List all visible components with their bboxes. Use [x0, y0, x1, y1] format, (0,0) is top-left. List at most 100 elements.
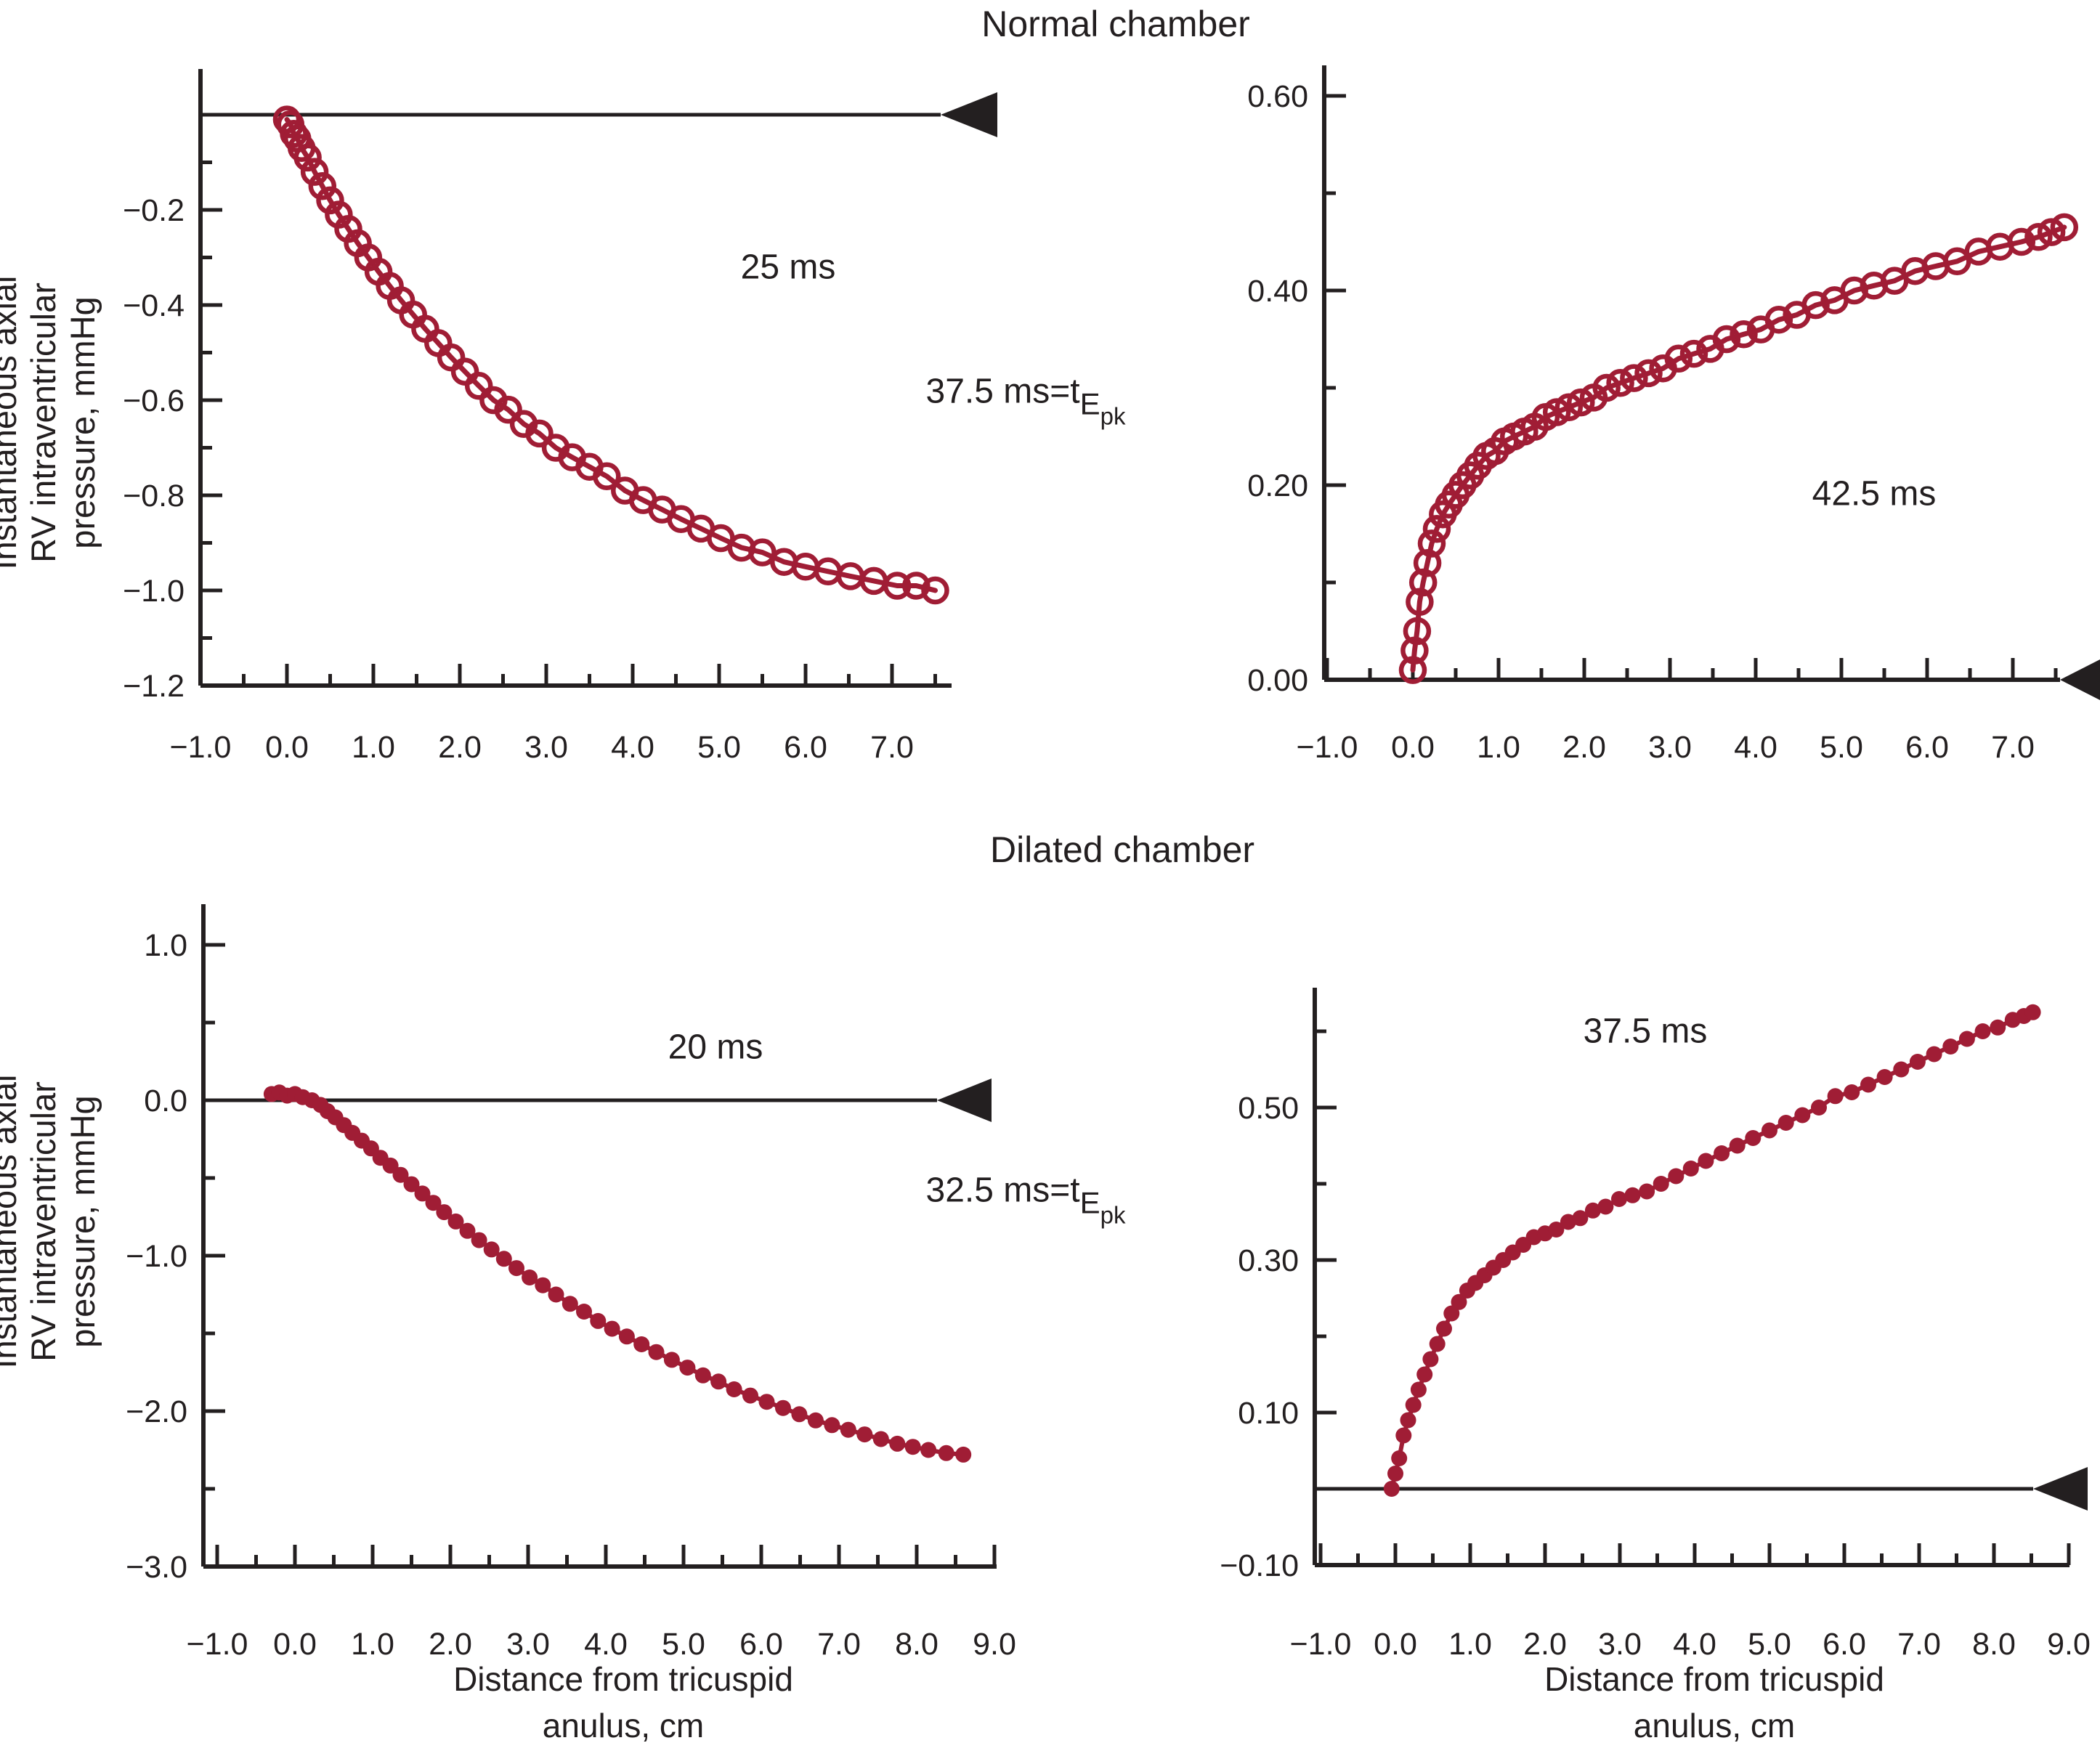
data-point-open-circle	[1398, 656, 1427, 684]
x-tick-label: 3.0	[1648, 730, 1692, 765]
data-point-filled-circle	[1611, 1191, 1627, 1207]
data-point-filled-circle	[1443, 1305, 1460, 1322]
equation-sub-pk: pk	[1100, 402, 1126, 430]
data-point-open-circle	[525, 419, 554, 448]
x-tick-label: 1.0	[1477, 730, 1520, 765]
left-arrow-icon	[2060, 659, 2100, 700]
data-point-filled-circle	[403, 1176, 420, 1193]
y-tick-label: 0.0	[144, 1084, 187, 1118]
data-point-open-circle	[494, 395, 522, 424]
data-point-filled-circle	[459, 1222, 476, 1239]
y-tick-label: 0.20	[1247, 468, 1308, 503]
data-point-filled-circle	[904, 1439, 921, 1455]
data-point-open-circle	[1413, 548, 1442, 577]
data-point-open-circle	[1606, 369, 1634, 397]
data-point-filled-circle	[425, 1195, 442, 1211]
data-point-open-circle	[1567, 388, 1595, 417]
x-tick-label: 0.0	[1391, 730, 1435, 765]
y-tick-label: −0.2	[123, 193, 185, 228]
data-point-filled-circle	[1860, 1076, 1876, 1093]
data-point-filled-circle	[807, 1412, 824, 1429]
x-axis-caption-right: Distance from tricuspid anulus, cm	[1544, 1656, 1884, 1743]
y-tick-label: −1.0	[126, 1239, 187, 1274]
data-point-open-circle	[1417, 529, 1446, 558]
data-point-open-circle	[437, 343, 466, 372]
y-tick-label: −1.2	[123, 669, 185, 704]
data-point-filled-circle	[447, 1213, 464, 1230]
data-point-filled-circle	[1572, 1210, 1589, 1227]
data-point-filled-circle	[548, 1286, 564, 1303]
x-tick-label: 6.0	[739, 1627, 783, 1662]
x-tick-label: 8.0	[895, 1627, 938, 1662]
panel-bottom-left: −1.0 0.0 1.0 2.0 3.0 4.0 5.0 6.0 7.0 8.0 9.0 1.0 0.0…	[126, 904, 1016, 1662]
data-point-filled-circle	[633, 1336, 650, 1352]
y-tick-label: 0.10	[1238, 1396, 1299, 1431]
data-point-filled-circle	[392, 1166, 409, 1183]
data-point-filled-circle	[1682, 1161, 1699, 1177]
data-point-filled-circle	[1942, 1039, 1959, 1055]
data-point-filled-circle	[1584, 1202, 1601, 1219]
data-point-filled-circle	[889, 1435, 906, 1452]
data-point-open-circle	[1712, 325, 1741, 354]
x-axis-caption-line2: anulus, cm	[542, 1707, 705, 1743]
panel-top-right: −1.0 0.0 1.0 2.0 3.0 4.0 5.0 6.0 7.0 0.60 0.40 0.20…	[1247, 65, 2100, 765]
data-point-filled-circle	[775, 1399, 791, 1416]
annotation-20ms: 20 ms	[668, 1028, 763, 1067]
x-tick-label: 2.0	[1562, 730, 1606, 765]
x-tick-label: 0.0	[265, 730, 309, 765]
data-point-filled-circle	[1777, 1115, 1794, 1131]
annotation-37-5ms: 37.5 ms	[1583, 1012, 1708, 1051]
data-point-open-circle	[883, 572, 912, 600]
data-point-open-circle	[308, 172, 337, 200]
data-point-filled-circle	[576, 1304, 592, 1320]
left-arrow-icon	[2033, 1467, 2088, 1511]
y-axis-label-top: Instantaneous axial RV intraventricular …	[0, 168, 102, 677]
data-point-filled-circle	[840, 1421, 856, 1438]
data-point-open-circle	[450, 357, 479, 386]
data-point-open-circle	[1406, 588, 1434, 617]
equation-sub-pk: pk	[1100, 1201, 1126, 1229]
y-axis-label-line1: Instantaneous axial	[0, 1074, 23, 1369]
x-tick-label: 7.0	[1897, 1627, 1941, 1662]
panel-top-left: −1.0 0.0 1.0 2.0 3.0 4.0 5.0 6.0 7.0 −0.2 −0.4 −0.6…	[123, 69, 997, 765]
data-point-filled-circle	[1391, 1450, 1408, 1466]
data-point-filled-circle	[694, 1367, 711, 1384]
data-point-filled-circle	[1405, 1397, 1422, 1413]
data-point-filled-circle	[535, 1277, 551, 1293]
x-tick-label: 4.0	[611, 730, 654, 765]
x-tick-label: 5.0	[1820, 730, 1863, 765]
x-tick-label: 9.0	[973, 1627, 1016, 1662]
data-point-filled-circle	[1958, 1031, 1975, 1047]
data-point-open-circle	[1679, 339, 1708, 368]
y-tick-label: −0.8	[123, 479, 185, 513]
equation-prefix: 32.5 ms=t	[925, 1171, 1080, 1210]
data-point-filled-circle	[483, 1241, 500, 1258]
data-point-filled-circle	[1974, 1023, 1991, 1039]
group-title-normal-chamber: Normal chamber	[981, 4, 1250, 44]
data-point-filled-circle	[1400, 1412, 1416, 1429]
equation-sub-e: E	[1079, 1185, 1100, 1220]
x-axis-caption-line2: anulus, cm	[1633, 1707, 1796, 1743]
x-axis-caption-left: Distance from tricuspid anulus, cm	[453, 1656, 793, 1743]
x-tick-label: −1.0	[170, 730, 232, 765]
data-point-filled-circle	[1451, 1293, 1467, 1310]
x-tick-label: 8.0	[1972, 1627, 2016, 1662]
data-point-filled-circle	[1811, 1100, 1827, 1116]
annotation-42-5ms: 42.5 ms	[1812, 474, 1937, 513]
data-point-open-circle	[1764, 305, 1793, 334]
y-axis-label-line2: RV intraventricular	[24, 283, 62, 563]
x-tick-label: 1.0	[1448, 1627, 1492, 1662]
data-point-filled-circle	[1698, 1153, 1714, 1169]
left-arrow-icon	[937, 1078, 992, 1122]
x-tick-label: 5.0	[697, 730, 741, 765]
x-tick-label: 2.0	[429, 1627, 472, 1662]
data-point-filled-circle	[1383, 1481, 1400, 1497]
data-point-filled-circle	[1387, 1466, 1403, 1482]
data-point-filled-circle	[1745, 1130, 1762, 1146]
data-point-filled-circle	[1762, 1122, 1777, 1139]
data-point-filled-circle	[1714, 1145, 1730, 1161]
data-point-filled-circle	[648, 1344, 665, 1360]
data-point-filled-circle	[1926, 1046, 1942, 1063]
x-tick-label: 2.0	[1523, 1627, 1567, 1662]
y-tick-label: 0.50	[1238, 1091, 1299, 1126]
